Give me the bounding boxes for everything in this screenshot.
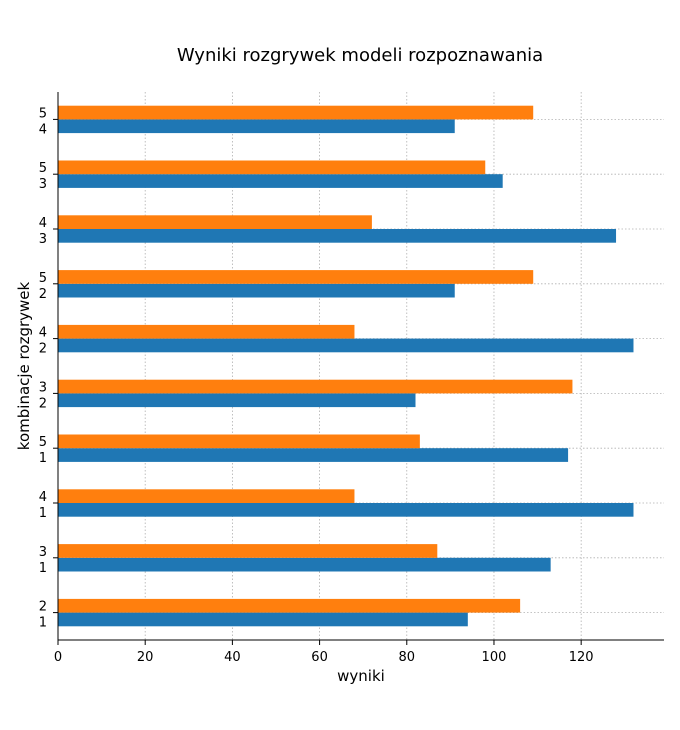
bar-series-0 xyxy=(58,338,634,353)
x-axis-label: wyniki xyxy=(337,667,385,685)
y-tick-label-first: 2 xyxy=(39,396,47,411)
y-tick-label-first: 3 xyxy=(39,177,47,192)
bar-series-1 xyxy=(58,215,372,229)
x-tick-label: 40 xyxy=(224,650,241,665)
bar-series-1 xyxy=(58,598,521,613)
y-tick-label-first: 1 xyxy=(39,451,47,466)
bar-series-0 xyxy=(58,119,455,134)
y-tick-label-second: 5 xyxy=(39,435,47,450)
x-tick-label: 20 xyxy=(137,650,154,665)
y-tick-label-second: 4 xyxy=(39,326,47,341)
bar-series-0 xyxy=(58,229,617,243)
y-tick-label-first: 1 xyxy=(39,561,47,576)
bar-series-0 xyxy=(58,283,455,298)
y-tick-label-first: 1 xyxy=(39,506,47,521)
y-tick-label-first: 1 xyxy=(39,616,47,631)
y-tick-label-second: 5 xyxy=(39,106,47,121)
y-tick-label-second: 5 xyxy=(39,161,47,176)
bar-series-0 xyxy=(58,612,468,627)
x-tick-label: 60 xyxy=(311,650,328,665)
bar-series-0 xyxy=(58,503,634,517)
y-tick-label-second: 2 xyxy=(39,600,47,615)
bar-series-1 xyxy=(58,489,355,503)
y-tick-label-second: 5 xyxy=(39,271,47,286)
bar-series-0 xyxy=(58,174,503,188)
bar-series-1 xyxy=(58,434,420,449)
bar-series-1 xyxy=(58,270,534,284)
bar-series-1 xyxy=(58,160,486,175)
x-tick-label: 100 xyxy=(482,650,507,665)
bar-series-1 xyxy=(58,105,534,120)
y-tick-label-second: 4 xyxy=(39,216,47,231)
bar-series-0 xyxy=(58,448,569,462)
y-tick-label-second: 4 xyxy=(39,490,47,505)
x-tick-label: 0 xyxy=(54,650,62,665)
bar-series-1 xyxy=(58,379,573,394)
bar-series-1 xyxy=(58,544,438,558)
y-tick-label-first: 3 xyxy=(39,232,47,247)
y-tick-label-first: 4 xyxy=(39,122,47,137)
bar-series-1 xyxy=(58,324,355,339)
x-tick-label: 80 xyxy=(399,650,416,665)
x-tick-label: 120 xyxy=(569,650,594,665)
y-tick-label-first: 2 xyxy=(39,342,47,357)
bars-layer xyxy=(58,105,634,627)
y-tick-label-second: 3 xyxy=(39,380,47,395)
y-tick-label-second: 3 xyxy=(39,545,47,560)
y-tick-label-first: 2 xyxy=(39,287,47,302)
y-axis-label: kombinacje rozgrywek xyxy=(15,282,33,451)
bar-series-0 xyxy=(58,557,551,572)
bar-series-0 xyxy=(58,393,416,408)
chart-title: Wyniki rozgrywek modeli rozpoznawania xyxy=(177,45,543,66)
